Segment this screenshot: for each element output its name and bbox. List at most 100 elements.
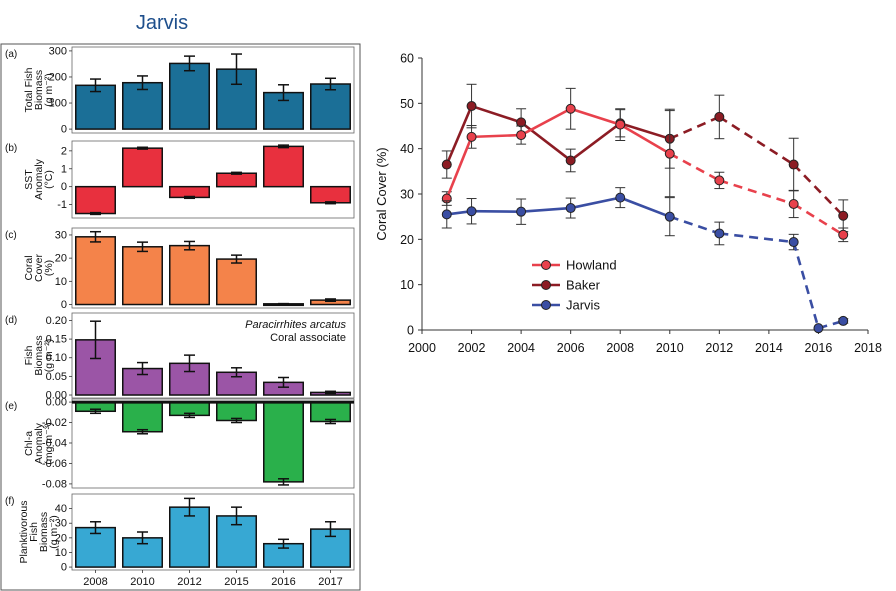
y-axis-label: Fish [28,522,40,542]
series-line-segment [521,206,571,213]
bar [75,84,116,130]
y-axis-label: Cover [33,253,45,282]
panel-label: (f) [5,496,14,507]
series-line-segment [445,105,473,166]
bar [310,401,351,423]
x-tick-label: 2000 [408,341,436,355]
x-tick-label: 2010 [130,576,154,588]
x-tick-label: 2008 [606,341,634,355]
data-point [615,192,626,203]
series-line-segment [792,163,845,217]
data-point [664,211,675,222]
annotation-species: Paracirrhites arcatus [245,319,346,331]
y-axis-label: Total Fish [23,67,35,112]
y-tick-label: 30 [55,229,67,241]
panel-frame [71,46,355,134]
data-point [714,111,725,122]
data-point [466,131,477,142]
data-point [516,206,527,217]
y-tick-label: 0.05 [46,371,67,383]
panel-frame [71,312,355,399]
bar [122,246,163,306]
bar [263,145,304,188]
legend-marker [541,300,551,310]
y-tick-label: 30 [55,518,67,530]
x-tick-label: 2016 [805,341,833,355]
y-axis-label: Biomass [33,335,45,375]
figure-title: Jarvis [136,12,188,34]
x-tick-label: 2012 [705,341,733,355]
series-line-segment [471,133,522,139]
x-tick-label: 2006 [557,341,585,355]
y-tick-label: 10 [55,276,67,288]
y-tick-label: 0.10 [46,352,67,364]
y-axis-label: Anomaly [33,158,45,200]
left-frame [0,43,361,591]
y-tick-label: 0.15 [46,334,67,346]
series-line-segment [619,123,671,155]
series-line-segment [570,196,621,210]
y-axis-label: (mg m⁻³) [43,422,55,464]
y-tick-label: 1 [61,163,67,175]
y-axis-label: (%) [43,260,55,276]
coral-cover-line-chart: 0 10 20 30 40 50 60 2000 2002 2004 2006 2008 2010 201… [374,52,882,356]
panel-label: (e) [5,401,17,412]
y-tick-label: 200 [49,71,67,83]
legend: Howland Baker Jarvis [532,258,617,313]
data-point [838,315,849,326]
series-line-segment [719,232,794,244]
series-line-segment [619,196,671,218]
y-axis-label: SST [23,169,35,190]
panel-label: (b) [5,143,17,154]
x-tick-label: 2015 [224,576,248,588]
y-tick-label: -0.04 [42,437,67,449]
panel-label: (a) [5,49,17,60]
y-tick-label: 300 [49,45,67,57]
panel-frame [71,398,355,489]
y-axis-label: Fish [23,345,35,365]
data-point [838,210,849,221]
series-line-segment [792,202,844,236]
series-line-segment [619,122,671,140]
y-tick-label: 60 [400,52,414,66]
y-tick-label: 50 [400,97,414,111]
series-line-segment [445,136,473,200]
data-point [788,159,799,170]
series-jarvis [441,187,849,334]
bar [216,258,257,306]
y-axis-label: (°C) [43,170,55,189]
data-point [565,103,576,114]
x-tick-label: 2018 [854,341,882,355]
series-line-segment [471,104,522,124]
y-axis-label: Anomaly [33,422,45,464]
y-axis-title: Coral Cover (%) [374,147,389,240]
bar [310,83,351,130]
series-line-segment [520,107,572,137]
data-point [441,159,452,170]
x-tick-label: 2014 [755,341,783,355]
bar [122,147,163,188]
x-tick-label: 2004 [507,341,535,355]
series-line-segment [669,215,720,235]
y-axis-label: Biomass [38,512,50,552]
x-tick-label: 2010 [656,341,684,355]
bar [216,172,257,188]
y-tick-label: -1 [57,199,67,211]
y-axis-label: (g m⁻²) [43,339,55,373]
data-point [813,323,824,334]
series-line-segment [520,121,572,162]
series-line-segment [570,107,621,126]
y-tick-label: 30 [400,188,414,202]
data-point [565,203,576,214]
legend-marker [541,260,551,270]
bar [310,185,351,204]
y-tick-label: 20 [55,532,67,544]
data-point [516,130,527,141]
bar [169,62,210,130]
y-axis-label: Coral [23,255,35,280]
series-line-segment [792,241,820,329]
